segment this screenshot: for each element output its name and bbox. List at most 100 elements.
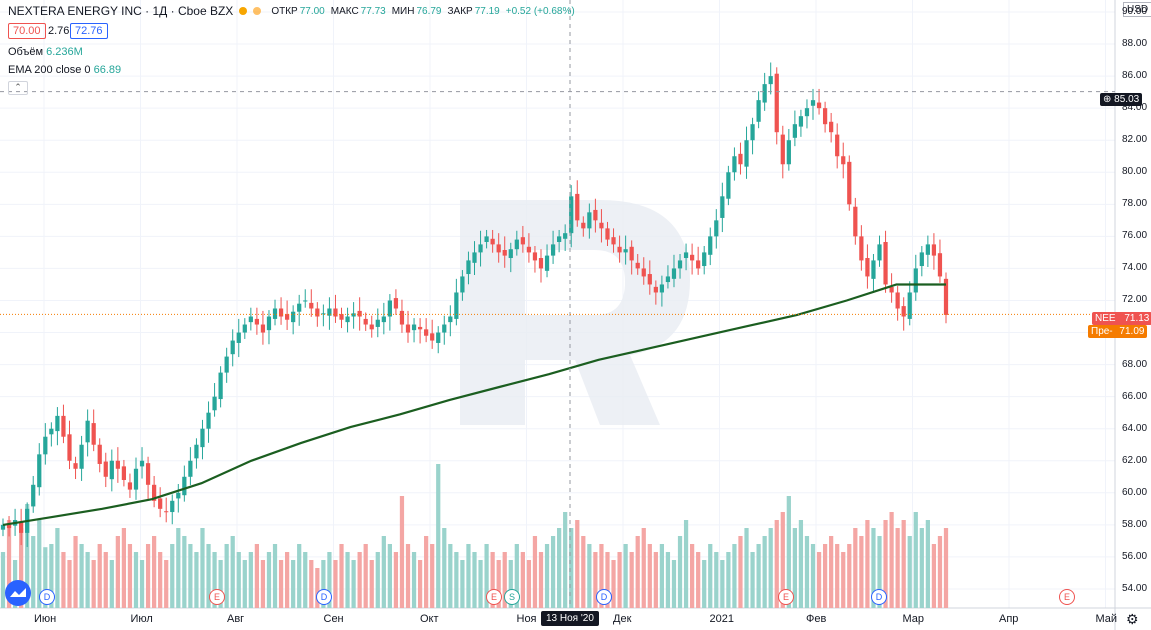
ema-value: 66.89 [93,64,122,76]
volume-bar [109,560,114,608]
volume-bar [871,528,876,608]
candle-body [200,428,205,448]
currency-label[interactable]: USD [1123,2,1151,17]
candle-body [182,476,187,496]
candle-body [798,116,804,127]
candle-body [829,121,834,133]
dividend-event-icon[interactable]: D [39,589,55,605]
candle-body [538,258,544,269]
volume-bar [212,552,217,608]
volume-bar [176,528,181,608]
candle-body [152,484,157,501]
volume-bar [623,544,628,608]
volume-bar [550,536,556,608]
high-value: 77.73 [360,5,386,17]
y-tick-label: 68.00 [1122,358,1148,370]
volume-bar [145,544,151,608]
ema-legend: EMA 200 close 0 66.89 [8,64,121,76]
volume-legend: Объём 6.236M [8,46,83,58]
candle-body [696,260,701,269]
candle-body [689,254,695,261]
volume-bar [835,544,840,608]
symbol-title[interactable]: NEXTERA ENERGY INC · 1Д · Cboe BZX [8,4,234,18]
volume-bar [206,544,211,608]
candle-body [780,134,785,165]
candle-body [792,124,797,138]
crosshair-plus-icon[interactable]: ⊕ [1103,94,1112,105]
candle-body [139,460,145,467]
volume-bar [629,552,634,608]
dividend-event-icon[interactable]: D [871,589,887,605]
volume-bar [641,528,646,608]
volume-bar [859,536,864,608]
volume-bar [393,552,399,608]
candle-body [73,463,78,469]
volume-bar [502,552,507,608]
candle-body [943,278,949,315]
candle-body [79,444,84,469]
volume-bar [943,528,949,608]
candle-body [351,313,356,317]
y-tick-label: 64.00 [1122,422,1148,434]
earnings-event-icon[interactable]: E [1059,589,1075,605]
dividend-event-icon[interactable]: D [596,589,612,605]
crosshair-date-tag: 13 Ноя '20 [541,611,599,626]
candle-body [913,268,918,293]
volume-bar [563,512,568,608]
x-tick-label: Мар [902,613,925,625]
candle-body [931,244,937,256]
premarket-tag: Пре- 71.09 [1088,325,1148,338]
volume-bar [188,544,193,608]
earnings-event-icon[interactable]: E [486,589,502,605]
x-tick-label: Авг [227,613,245,625]
candle-body [847,161,852,205]
volume-bar [768,528,773,608]
volume-bar [726,552,731,608]
crosshair-price: 85.03 [1114,94,1140,105]
collapse-legend-button[interactable]: ⌃ [8,81,28,95]
candle-body [188,460,193,477]
y-tick-label: 58.00 [1122,518,1148,530]
y-tick-label: 74.00 [1122,262,1148,274]
candle-body [738,153,743,165]
ask-pill[interactable]: 72.76 [70,23,108,39]
candle-body [750,124,755,141]
candle-body [702,252,707,267]
earnings-event-icon[interactable]: E [778,589,794,605]
earnings-event-icon[interactable]: E [209,589,225,605]
volume-bar [424,536,429,608]
dividend-event-icon[interactable]: D [316,589,332,605]
tradingview-logo-icon[interactable] [5,580,31,606]
candle-body [653,286,658,293]
candle-body [224,356,229,373]
volume-bar [0,552,6,608]
volume-bar [557,528,562,608]
y-tick-label: 72.00 [1122,294,1148,306]
candle-body [321,313,326,315]
volume-bar [865,520,870,608]
volume-bar [284,552,290,608]
candle-body [91,423,96,445]
candle-body [883,241,888,285]
candle-body [871,260,876,279]
candle-body [206,412,211,429]
candle-body [665,276,671,283]
settings-gear-icon[interactable]: ⚙ [1126,611,1139,627]
volume-bar [399,496,405,608]
candle-body [810,100,816,106]
candle-body [327,308,332,316]
x-tick-label: Сен [323,613,344,625]
candle-body [478,244,483,253]
bid-pill[interactable]: 70.00 [8,23,46,39]
candle-body [218,372,223,400]
candle-body [212,396,217,411]
x-tick-label: 2021 [709,613,734,625]
split-event-icon[interactable]: S [504,589,520,605]
candle-body [756,100,761,122]
volume-bar [139,560,145,608]
y-tick-label: 78.00 [1122,198,1148,210]
candle-body [502,250,507,256]
candle-body [164,511,169,513]
volume-bar [683,520,689,608]
